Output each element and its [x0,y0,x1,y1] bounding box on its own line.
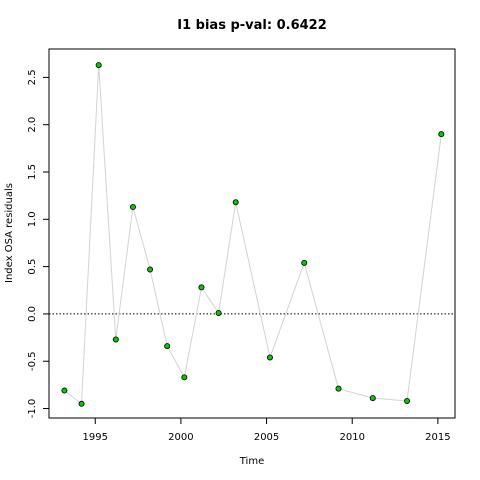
data-point [198,284,205,291]
data-point [404,397,411,404]
data-point [181,374,188,381]
plot-area [49,62,455,407]
data-point [129,204,136,211]
data-point [164,343,171,350]
data-point [369,395,376,402]
y-tick-label: 0.0 [27,306,38,322]
data-point [266,354,273,361]
data-point [147,266,154,273]
x-tick-label: 2015 [425,432,450,443]
y-tick-label: 0.5 [27,259,38,275]
axes: 1995 2000 2005 2010 2015 -1.0 -0.5 0.0 0.5 1.0 1.5… [27,48,456,443]
x-tick-label: 2005 [254,432,279,443]
y-tick-label: -0.5 [27,351,38,371]
x-tick-label: 2000 [168,432,193,443]
data-point [78,400,85,407]
y-tick-label: 1.0 [27,211,38,227]
data-point [438,131,445,138]
data-point [61,387,68,394]
data-point [335,385,342,392]
y-tick-label: -1.0 [27,399,38,419]
data-point [215,309,222,316]
y-tick-label: 2.5 [27,69,38,85]
data-point [112,336,119,343]
y-axis-title: Index OSA residuals [4,183,15,283]
series-line [64,65,442,405]
y-tick-label: 1.5 [27,164,38,180]
plot-frame [48,48,456,419]
data-point [232,199,239,206]
data-point [95,62,102,69]
data-point [301,259,308,266]
x-tick-label: 2010 [339,432,364,443]
x-tick-label: 1995 [83,432,108,443]
y-tick-label: 2.0 [27,117,38,133]
chart-title: I1 bias p-val: 0.6422 [177,18,327,33]
x-axis-title: Time [239,456,264,467]
